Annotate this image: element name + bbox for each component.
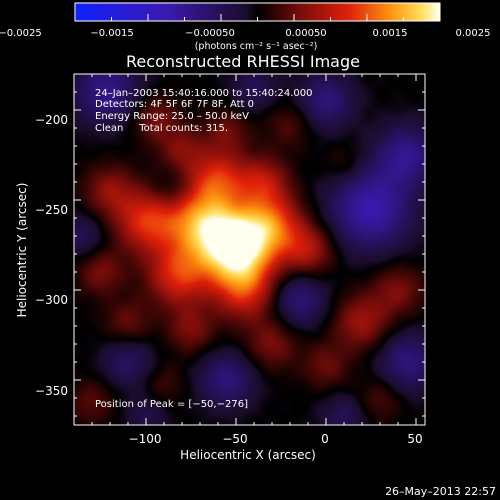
colorbar-tick-label: 0.0025 (456, 28, 491, 39)
annotation-peak-position: Position of Peak = [−50,−276] (95, 399, 248, 410)
colorbar-unit-label: (photons cm⁻² s⁻¹ asec⁻²) (195, 41, 318, 52)
footer-timestamp: 26–May–2013 22:57 (385, 485, 496, 498)
plot-area (73, 73, 426, 426)
annotation-time-range: 24–Jan–2003 15:40:16.000 to 15:40:24.000 (95, 88, 313, 99)
colorbar-tick-label: −0.0025 (0, 28, 42, 39)
chart-title: Reconstructed RHESSI Image (126, 52, 360, 71)
x-tick-label: −50 (222, 432, 247, 446)
y-tick-label: −250 (35, 203, 68, 217)
x-tick-label: −100 (129, 432, 162, 446)
y-tick-label: −350 (35, 384, 68, 398)
x-tick-label: 50 (407, 432, 422, 446)
colorbar-tick-label: −0.0015 (90, 28, 133, 39)
heatmap-image (74, 74, 425, 425)
annotation-energy: Energy Range: 25.0 – 50.0 keV (95, 111, 249, 122)
annotation-detectors: Detectors: 4F 5F 6F 7F 8F, Att 0 (95, 99, 254, 110)
y-tick-label: −200 (35, 113, 68, 127)
colorbar-ticks (74, 14, 441, 21)
annotation-clean: Clean Total counts: 315. (95, 123, 228, 134)
colorbar-tick-label: 0.0015 (373, 28, 408, 39)
y-tick-label: −300 (35, 293, 68, 307)
axis-ticks (74, 73, 425, 425)
colorbar-tick-label: 0.00050 (285, 28, 326, 39)
colorbar-tick-label: −0.00050 (185, 28, 235, 39)
x-tick-label: 0 (321, 432, 329, 446)
y-axis-label: Heliocentric Y (arcsec) (15, 183, 29, 318)
x-axis-label: Heliocentric X (arcsec) (180, 448, 316, 462)
